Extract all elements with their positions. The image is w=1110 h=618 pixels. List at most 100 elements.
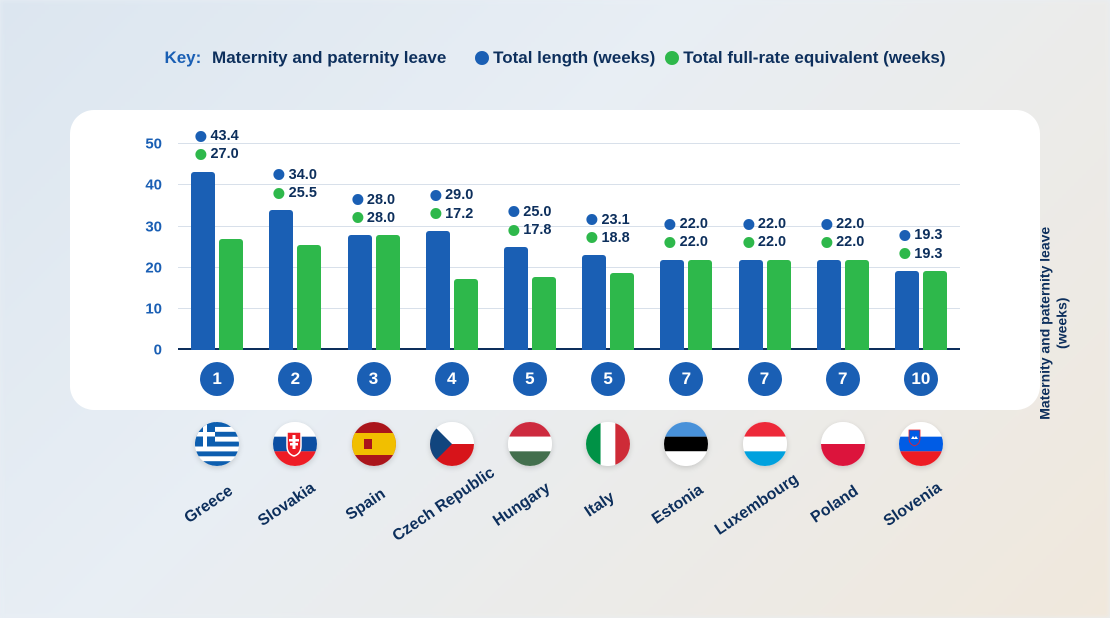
legend-key-label: Key:: [164, 48, 201, 67]
rank-badge: 3: [357, 362, 391, 396]
y-axis: 01020304050: [110, 132, 170, 350]
value-dot: [274, 169, 285, 180]
y-tick: 0: [154, 342, 162, 359]
value-fre: 17.2: [445, 205, 473, 223]
value-dot: [821, 237, 832, 248]
y-tick: 30: [145, 218, 162, 235]
value-fre: 18.8: [601, 229, 629, 247]
value-total: 23.1: [601, 211, 629, 229]
value-fre: 22.0: [836, 233, 864, 251]
flag-icon: [273, 422, 317, 466]
bar-fre: [376, 235, 400, 350]
legend-series-label: Total full-rate equivalent (weeks): [683, 48, 945, 67]
value-fre: 28.0: [367, 209, 395, 227]
legend-dot: [475, 51, 489, 65]
value-dot: [430, 190, 441, 201]
bar-total: [348, 235, 372, 350]
legend-series-label: Total length (weeks): [493, 48, 655, 67]
bar-fre: [688, 260, 712, 350]
value-total: 19.3: [914, 226, 942, 244]
value-labels: 29.017.2: [430, 186, 473, 222]
value-labels: 34.025.5: [274, 166, 317, 202]
value-dot: [743, 237, 754, 248]
flag-icon: [743, 422, 787, 466]
y-tick: 20: [145, 259, 162, 276]
rank-badge: 7: [826, 362, 860, 396]
value-total: 22.0: [680, 215, 708, 233]
value-dot: [586, 214, 597, 225]
bar-total: [269, 210, 293, 350]
rank-badge: 7: [748, 362, 782, 396]
flag-icon: [430, 422, 474, 466]
bar-fre: [532, 277, 556, 350]
value-dot: [352, 212, 363, 223]
value-dot: [899, 248, 910, 259]
value-dot: [352, 194, 363, 205]
value-dot: [274, 188, 285, 199]
value-fre: 22.0: [758, 233, 786, 251]
value-dot: [195, 131, 206, 142]
value-fre: 27.0: [210, 145, 238, 163]
flag-icon: [664, 422, 708, 466]
value-total: 43.4: [210, 127, 238, 145]
value-labels: 22.022.0: [665, 215, 708, 251]
legend: Key: Maternity and paternity leave Total…: [0, 48, 1110, 68]
bar-total: [582, 255, 606, 350]
value-total: 22.0: [836, 215, 864, 233]
value-dot: [430, 208, 441, 219]
gridline: [178, 267, 960, 268]
value-total: 28.0: [367, 191, 395, 209]
rank-badge: 4: [435, 362, 469, 396]
value-fre: 19.3: [914, 245, 942, 263]
bar-total: [739, 260, 763, 350]
flag-icon: [821, 422, 865, 466]
rank-badge: 7: [669, 362, 703, 396]
value-dot: [195, 149, 206, 160]
bar-fre: [845, 260, 869, 350]
value-dot: [665, 219, 676, 230]
flag-icon: [195, 422, 239, 466]
value-total: 29.0: [445, 186, 473, 204]
gridline: [178, 143, 960, 144]
plot-area: 43.427.034.025.528.028.029.017.225.017.8…: [178, 132, 960, 350]
rank-badge: 5: [513, 362, 547, 396]
bar-total: [426, 231, 450, 350]
right-axis-label-line2: (weeks): [1053, 298, 1069, 349]
bar-fre: [923, 271, 947, 350]
value-fre: 17.8: [523, 221, 551, 239]
bar-total: [504, 247, 528, 350]
value-dot: [821, 219, 832, 230]
flag-icon: [352, 422, 396, 466]
bar-fre: [610, 273, 634, 350]
rank-badge: 1: [200, 362, 234, 396]
value-dot: [508, 206, 519, 217]
value-labels: 22.022.0: [743, 215, 786, 251]
bar-fre: [767, 260, 791, 350]
value-dot: [586, 232, 597, 243]
rank-badge: 10: [904, 362, 938, 396]
flag-icon: [586, 422, 630, 466]
value-total: 25.0: [523, 203, 551, 221]
value-dot: [743, 219, 754, 230]
value-fre: 22.0: [680, 233, 708, 251]
legend-dot: [665, 51, 679, 65]
value-labels: 43.427.0: [195, 127, 238, 163]
right-axis-label: Maternity and paternity leave (weeks): [1036, 227, 1070, 420]
bar-fre: [219, 239, 243, 350]
value-fre: 25.5: [289, 184, 317, 202]
value-labels: 25.017.8: [508, 203, 551, 239]
value-labels: 23.118.8: [586, 211, 629, 247]
flag-icon: [899, 422, 943, 466]
bar-fre: [297, 245, 321, 350]
value-labels: 22.022.0: [821, 215, 864, 251]
value-total: 34.0: [289, 166, 317, 184]
y-tick: 40: [145, 177, 162, 194]
rank-badge: 2: [278, 362, 312, 396]
value-total: 22.0: [758, 215, 786, 233]
value-dot: [665, 237, 676, 248]
rank-badge: 5: [591, 362, 625, 396]
value-dot: [899, 230, 910, 241]
bar-total: [191, 172, 215, 351]
flag-icon: [508, 422, 552, 466]
value-dot: [508, 225, 519, 236]
